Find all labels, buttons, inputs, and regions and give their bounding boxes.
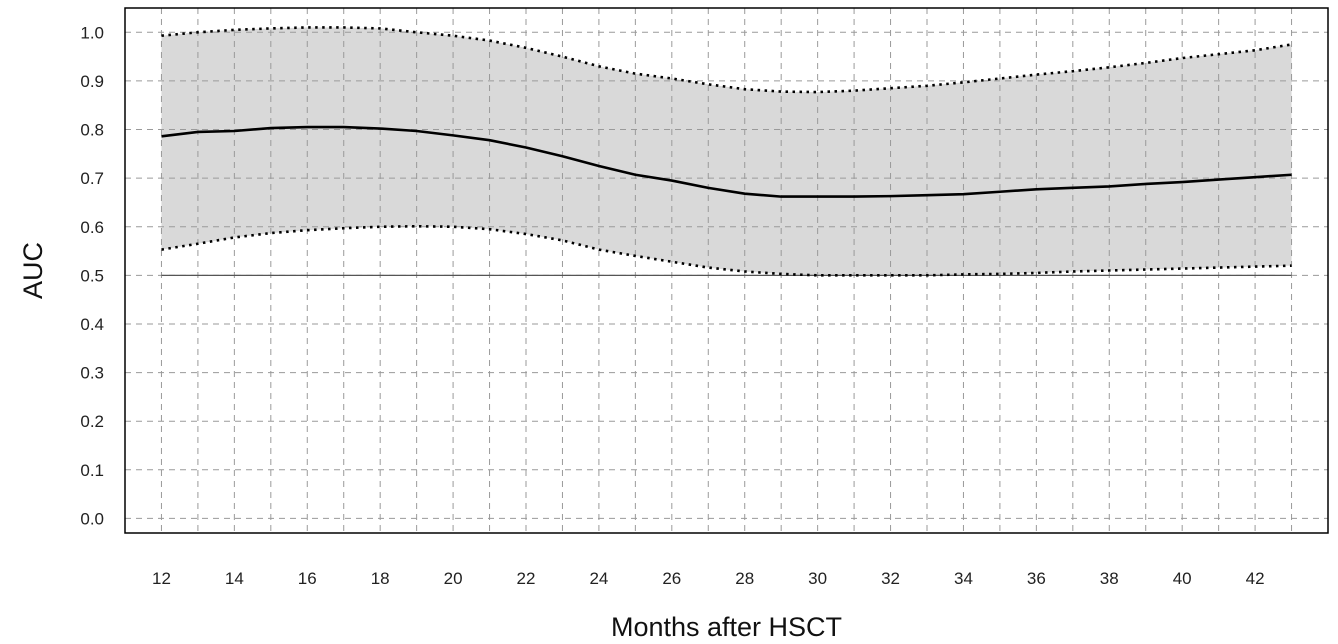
y-tick-label: 0.3	[80, 364, 104, 383]
y-tick-label: 0.0	[80, 509, 104, 528]
x-tick-label: 16	[298, 569, 317, 588]
x-tick-label: 42	[1246, 569, 1265, 588]
x-tick-label: 24	[589, 569, 608, 588]
y-tick-label: 0.2	[80, 412, 104, 431]
x-tick-label: 34	[954, 569, 973, 588]
auc-estimate-line	[161, 125, 1292, 198]
y-tick-label: 0.7	[80, 169, 104, 188]
x-tick-label: 40	[1173, 569, 1192, 588]
y-tick-label: 0.9	[80, 72, 104, 91]
x-tick-label: 22	[517, 569, 536, 588]
x-tick-label: 14	[225, 569, 244, 588]
x-tick-label: 28	[735, 569, 754, 588]
series-layer	[161, 26, 1292, 277]
y-tick-label: 0.5	[80, 266, 104, 285]
y-tick-label: 0.1	[80, 461, 104, 480]
y-tick-label: 0.6	[80, 218, 104, 237]
y-tick-label: 1.0	[80, 23, 104, 42]
confidence-band	[161, 27, 1292, 276]
x-tick-label: 12	[152, 569, 171, 588]
confidence-band-layer	[161, 27, 1292, 276]
x-axis-title: Months after HSCT	[611, 612, 842, 642]
lower-bound-line	[161, 224, 1292, 277]
y-tick-labels: 0.0 0.1 0.2 0.3 0.4 0.5 0.6 0.7 0.8 0.9 1.0	[80, 23, 104, 528]
x-tick-labels: 12 14 16 18 20 22 24 26 28 30 32 34 36 38 40 42	[152, 569, 1265, 588]
x-tick-label: 30	[808, 569, 827, 588]
y-tick-label: 0.4	[80, 315, 104, 334]
x-tick-label: 20	[444, 569, 463, 588]
y-axis-title: AUC	[18, 242, 48, 299]
y-tick-label: 0.8	[80, 121, 104, 140]
x-tick-label: 36	[1027, 569, 1046, 588]
x-tick-label: 26	[662, 569, 681, 588]
x-tick-label: 38	[1100, 569, 1119, 588]
x-tick-label: 32	[881, 569, 900, 588]
x-tick-label: 18	[371, 569, 390, 588]
plot-frame	[124, 7, 1329, 534]
